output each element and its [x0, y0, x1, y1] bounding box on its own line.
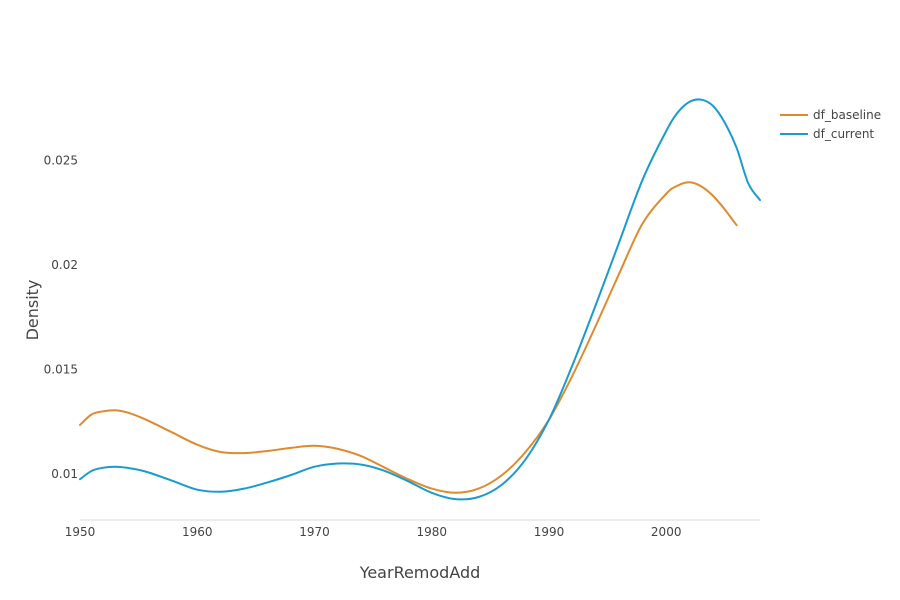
- series-line-df-current: [79, 98, 761, 501]
- x-tick-label: 1950: [65, 525, 96, 539]
- y-tick-label: 0.015: [44, 362, 78, 376]
- series-line-df-baseline: [79, 181, 738, 494]
- y-tick-label: 0.02: [51, 258, 78, 272]
- plot-area: 1950 1960 1970 1980 1990 2000 0.010.0150.020.…: [44, 98, 761, 539]
- series-lines: [79, 98, 761, 501]
- x-tick-label: 1980: [416, 525, 447, 539]
- legend-label: df_baseline: [813, 108, 881, 122]
- x-tick-label: 2000: [651, 525, 682, 539]
- x-axis-title: YearRemodAdd: [359, 563, 481, 582]
- legend: df_baseline df_current: [780, 108, 881, 141]
- x-tick-label: 1970: [299, 525, 330, 539]
- x-tick-label: 1990: [534, 525, 565, 539]
- x-tick-label: 1960: [182, 525, 213, 539]
- y-axis-title: Density: [23, 280, 42, 341]
- y-tick-label: 0.025: [44, 153, 78, 167]
- x-axis-ticks: 1950 1960 1970 1980 1990 2000: [65, 525, 682, 539]
- y-axis-ticks: 0.01 0.015 0.02 0.025: [44, 153, 78, 481]
- legend-label: df_current: [813, 127, 874, 141]
- y-tick-label: 0.01: [51, 467, 78, 481]
